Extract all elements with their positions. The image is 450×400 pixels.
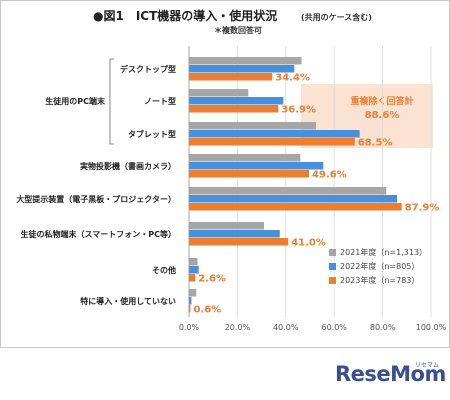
x-tick-label: 0.0% xyxy=(179,323,200,332)
category-label: 特に導入・使用していない xyxy=(80,296,176,306)
x-tick-label: 100.0% xyxy=(416,323,447,332)
bar xyxy=(189,105,279,113)
legend-swatch xyxy=(329,249,336,256)
x-tick-label: 80.0% xyxy=(370,323,396,332)
legend-label: 2023年度（n=783） xyxy=(340,275,419,285)
category-label: デスクトップ型 xyxy=(120,64,176,74)
bar xyxy=(189,130,360,138)
bar xyxy=(189,89,249,97)
data-label: 87.9% xyxy=(405,203,440,214)
bar xyxy=(189,222,265,230)
legend-swatch xyxy=(329,277,336,284)
bar xyxy=(189,73,273,81)
bar xyxy=(189,289,197,297)
group-label: 生徒用のPC端末 xyxy=(45,96,105,106)
data-label: 68.5% xyxy=(358,138,393,149)
axis-layer: 0.0% 20.0% 40.0% 60.0% 80.0% 100.0% xyxy=(179,46,447,332)
data-label: 41.0% xyxy=(291,238,326,249)
category-label: ノート型 xyxy=(144,96,176,106)
bar xyxy=(189,122,317,130)
bar xyxy=(189,266,199,274)
bar xyxy=(189,138,355,146)
logo-text: ReseMom xyxy=(335,362,446,386)
chart-frame: 重複除く回答計 88.6% 34.4% 36.9% 68.5% 49.6% 87.9% 41… xyxy=(0,0,450,348)
bar xyxy=(189,195,398,203)
bar xyxy=(189,203,402,211)
data-label: 0.6% xyxy=(193,305,221,316)
bar xyxy=(189,65,295,73)
x-tick-label: 60.0% xyxy=(321,323,347,332)
bars-layer xyxy=(189,57,402,313)
bar-chart: 重複除く回答計 88.6% 34.4% 36.9% 68.5% 49.6% 87.9% 41… xyxy=(16,8,447,332)
resemom-logo: ReseMom リセマム xyxy=(335,362,446,394)
bar xyxy=(189,57,302,65)
legend-label: 2022年度（n=805） xyxy=(340,261,419,271)
group-bracket xyxy=(109,58,114,145)
data-label: 36.9% xyxy=(281,105,316,116)
bar xyxy=(189,297,192,305)
annotation-value: 88.6% xyxy=(365,110,400,121)
bar xyxy=(189,238,289,246)
data-label: 2.6% xyxy=(198,274,226,285)
legend-label: 2021年度（n=1,313） xyxy=(340,247,427,257)
category-label: タブレット型 xyxy=(128,129,176,139)
bar xyxy=(189,230,280,238)
chart-subtitle: ＊複数回答可 xyxy=(214,25,262,35)
bar xyxy=(189,258,198,266)
bar xyxy=(189,187,387,195)
annotation-label: 重複除く回答計 xyxy=(350,95,413,107)
chart-title-note: (共用のケース含む) xyxy=(301,12,372,22)
x-tick-label: 40.0% xyxy=(273,323,299,332)
labels-layer: 34.4% 36.9% 68.5% 49.6% 87.9% 41.0% 2.6% 0.6% デス… xyxy=(16,58,440,316)
category-label: 大型提示装置（電子黒板・プロジェクター） xyxy=(16,194,176,204)
bar xyxy=(189,97,284,105)
data-label: 49.6% xyxy=(312,170,347,181)
category-label: その他 xyxy=(152,265,176,275)
bar xyxy=(189,305,191,313)
legend-swatch xyxy=(329,263,336,270)
bar xyxy=(189,170,310,178)
legend-layer: 2021年度（n=1,313） 2022年度（n=805） 2023年度（n=783… xyxy=(329,247,427,285)
bar xyxy=(189,154,301,162)
bar xyxy=(189,162,324,170)
chart-title: ●図1 ICT機器の導入・使用状況 xyxy=(93,8,277,23)
category-label: 実物投影機（書画カメラ） xyxy=(80,161,176,171)
x-tick-label: 20.0% xyxy=(225,323,251,332)
logo-small-text: リセマム xyxy=(415,362,440,369)
category-label: 生徒の私物端末（スマートフォン・PC等） xyxy=(21,229,177,239)
data-label: 34.4% xyxy=(275,73,310,84)
bar xyxy=(189,274,196,282)
